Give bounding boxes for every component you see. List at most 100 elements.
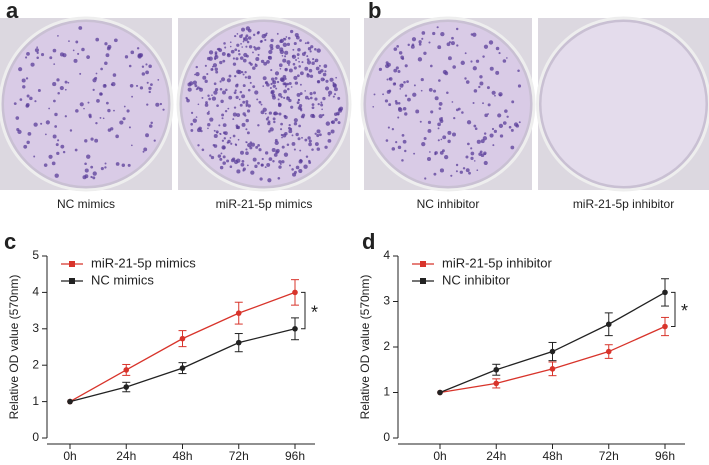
colony [404,112,408,116]
colony [494,94,496,97]
colony [34,48,40,53]
colony [292,48,295,51]
colony [297,48,301,52]
point [662,289,668,296]
colony [510,145,515,150]
colony [325,79,329,83]
colony [298,65,301,68]
colony [489,66,494,71]
colony [64,80,68,84]
colony [268,157,273,161]
colony [87,101,90,104]
colony [308,159,311,163]
colony [393,68,398,73]
colony [311,148,314,151]
colony [453,117,456,120]
colony [235,95,239,99]
colony [233,106,237,109]
colony [318,114,323,119]
colony [218,48,223,53]
colony [511,100,515,104]
colony [299,39,302,42]
colony [406,80,409,84]
colony [270,47,274,51]
colony [297,57,300,59]
colony [234,34,237,38]
colony [417,57,423,62]
colony [232,57,236,60]
colony [99,117,102,119]
colony [432,31,436,36]
colony [273,153,278,157]
colony [90,175,93,179]
colony [79,102,84,107]
colony [23,144,28,149]
colony [337,96,341,100]
colony [488,40,494,45]
colony [235,143,238,147]
colony [407,97,411,102]
colony [295,59,297,61]
colony [232,157,236,161]
colony [470,156,474,160]
colony [52,134,57,139]
colony [227,107,230,110]
colony [287,87,290,91]
colony [269,44,274,48]
colony [314,97,318,101]
colony [113,38,118,43]
colony [246,109,251,113]
y-tick-label: 2 [383,339,390,353]
colony [498,123,504,128]
colony [279,38,285,43]
colony [192,118,197,123]
colony [270,38,274,43]
colony [67,81,70,84]
colony [143,147,148,152]
colony [274,76,278,80]
colony [213,82,217,86]
colony [473,124,477,128]
colony [278,160,282,164]
colony [266,83,270,87]
colony [242,112,246,116]
colony [316,48,321,53]
well-inner [541,22,706,186]
colony [483,132,487,135]
colony [57,92,60,95]
x-tick-label: 48h [542,449,562,463]
colony [142,150,145,153]
colony [197,103,200,106]
colony [324,86,330,91]
colony [119,120,124,125]
colony [324,70,327,73]
colony [518,121,521,124]
colony [413,84,416,87]
colony [269,86,272,89]
colony [279,67,282,70]
colony [295,165,300,170]
colony [221,51,226,56]
y-tick-label: 3 [383,294,390,308]
colony [284,50,289,55]
colony [478,85,481,89]
colony [472,101,475,104]
colony [280,133,283,137]
colony [53,63,56,65]
colony [472,66,477,71]
colony [404,149,407,153]
colony [266,59,270,64]
colony [223,42,226,45]
colony [213,133,218,139]
colony [457,107,461,111]
colony [281,136,283,139]
colony [304,90,307,92]
colony [465,80,470,84]
colony [284,85,287,88]
colony [59,52,64,57]
colony [314,58,319,63]
colony [281,145,285,149]
colony [199,87,202,90]
colony [146,103,149,106]
colony [470,147,473,150]
